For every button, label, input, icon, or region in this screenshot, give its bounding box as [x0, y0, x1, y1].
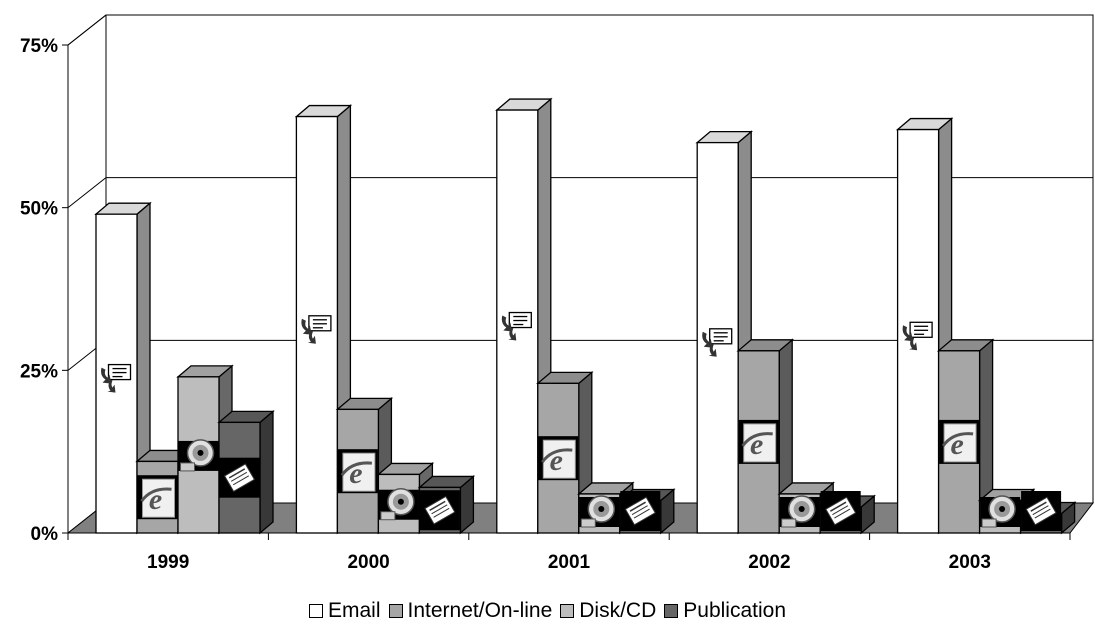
legend-swatch: [309, 604, 323, 618]
newspaper-icon: [819, 490, 862, 532]
ie-browser-icon: [336, 447, 380, 495]
bar-publication-2002: [818, 490, 876, 535]
y-axis: 0% 25% 50% 75%: [20, 36, 69, 545]
gridline-side: [67, 177, 107, 209]
x-tick-label: 2001: [548, 552, 591, 573]
legend-item: Internet/On-line: [388, 599, 553, 623]
legend-swatch: [664, 604, 679, 618]
x-tick-label: 1999: [147, 552, 189, 573]
y-tick-label: 0%: [31, 524, 59, 545]
cd-disk-icon: [177, 439, 220, 472]
bar-publication-1999: [217, 409, 275, 535]
ie-browser-icon: [136, 473, 179, 521]
y-tick-label: 75%: [20, 36, 58, 57]
legend-item: Email: [309, 599, 381, 623]
legend-swatch: [388, 604, 403, 618]
newspaper-icon: [1020, 490, 1062, 532]
bar-disk-cd-1999: [176, 364, 234, 535]
legend-swatch: [560, 604, 575, 618]
gridline-side: [67, 14, 107, 46]
cd-disk-icon: [378, 487, 420, 521]
x-tick-label: 2003: [949, 552, 991, 573]
bar-internet-on-line-2002: [736, 338, 794, 535]
ie-browser-icon: [737, 418, 781, 466]
y-tick-label: 25%: [20, 361, 58, 382]
legend-label: Disk/CD: [579, 599, 657, 622]
bar-publication-2001: [618, 488, 676, 535]
newspaper-icon: [218, 456, 261, 499]
newspaper-icon: [419, 489, 461, 531]
cd-disk-icon: [979, 495, 1021, 528]
x-axis: 1999 2000 2001 2002 2003: [67, 532, 1071, 573]
bar-publication-2000: [417, 475, 476, 535]
legend-label: Internet/On-line: [407, 599, 553, 622]
x-tick-label: 2000: [347, 552, 389, 573]
legend-label: Email: [328, 599, 381, 622]
cd-disk-icon: [778, 495, 821, 528]
legend-label: Publication: [683, 599, 786, 622]
cd-disk-icon: [578, 495, 621, 528]
legend-item: Disk/CD: [560, 599, 656, 623]
newspaper-icon: [619, 490, 662, 532]
ie-browser-icon: [536, 434, 580, 482]
legend: Email Internet/On-line Disk/CD Publication: [0, 594, 1095, 628]
bar-side: [259, 409, 274, 535]
bar-internet-on-line-2003: [936, 338, 995, 535]
bar-publication-2003: [1018, 490, 1077, 535]
ie-browser-icon: [937, 418, 981, 466]
legend-item: Publication: [664, 599, 786, 623]
x-tick-label: 2002: [748, 552, 790, 573]
y-tick-label: 50%: [20, 199, 58, 220]
